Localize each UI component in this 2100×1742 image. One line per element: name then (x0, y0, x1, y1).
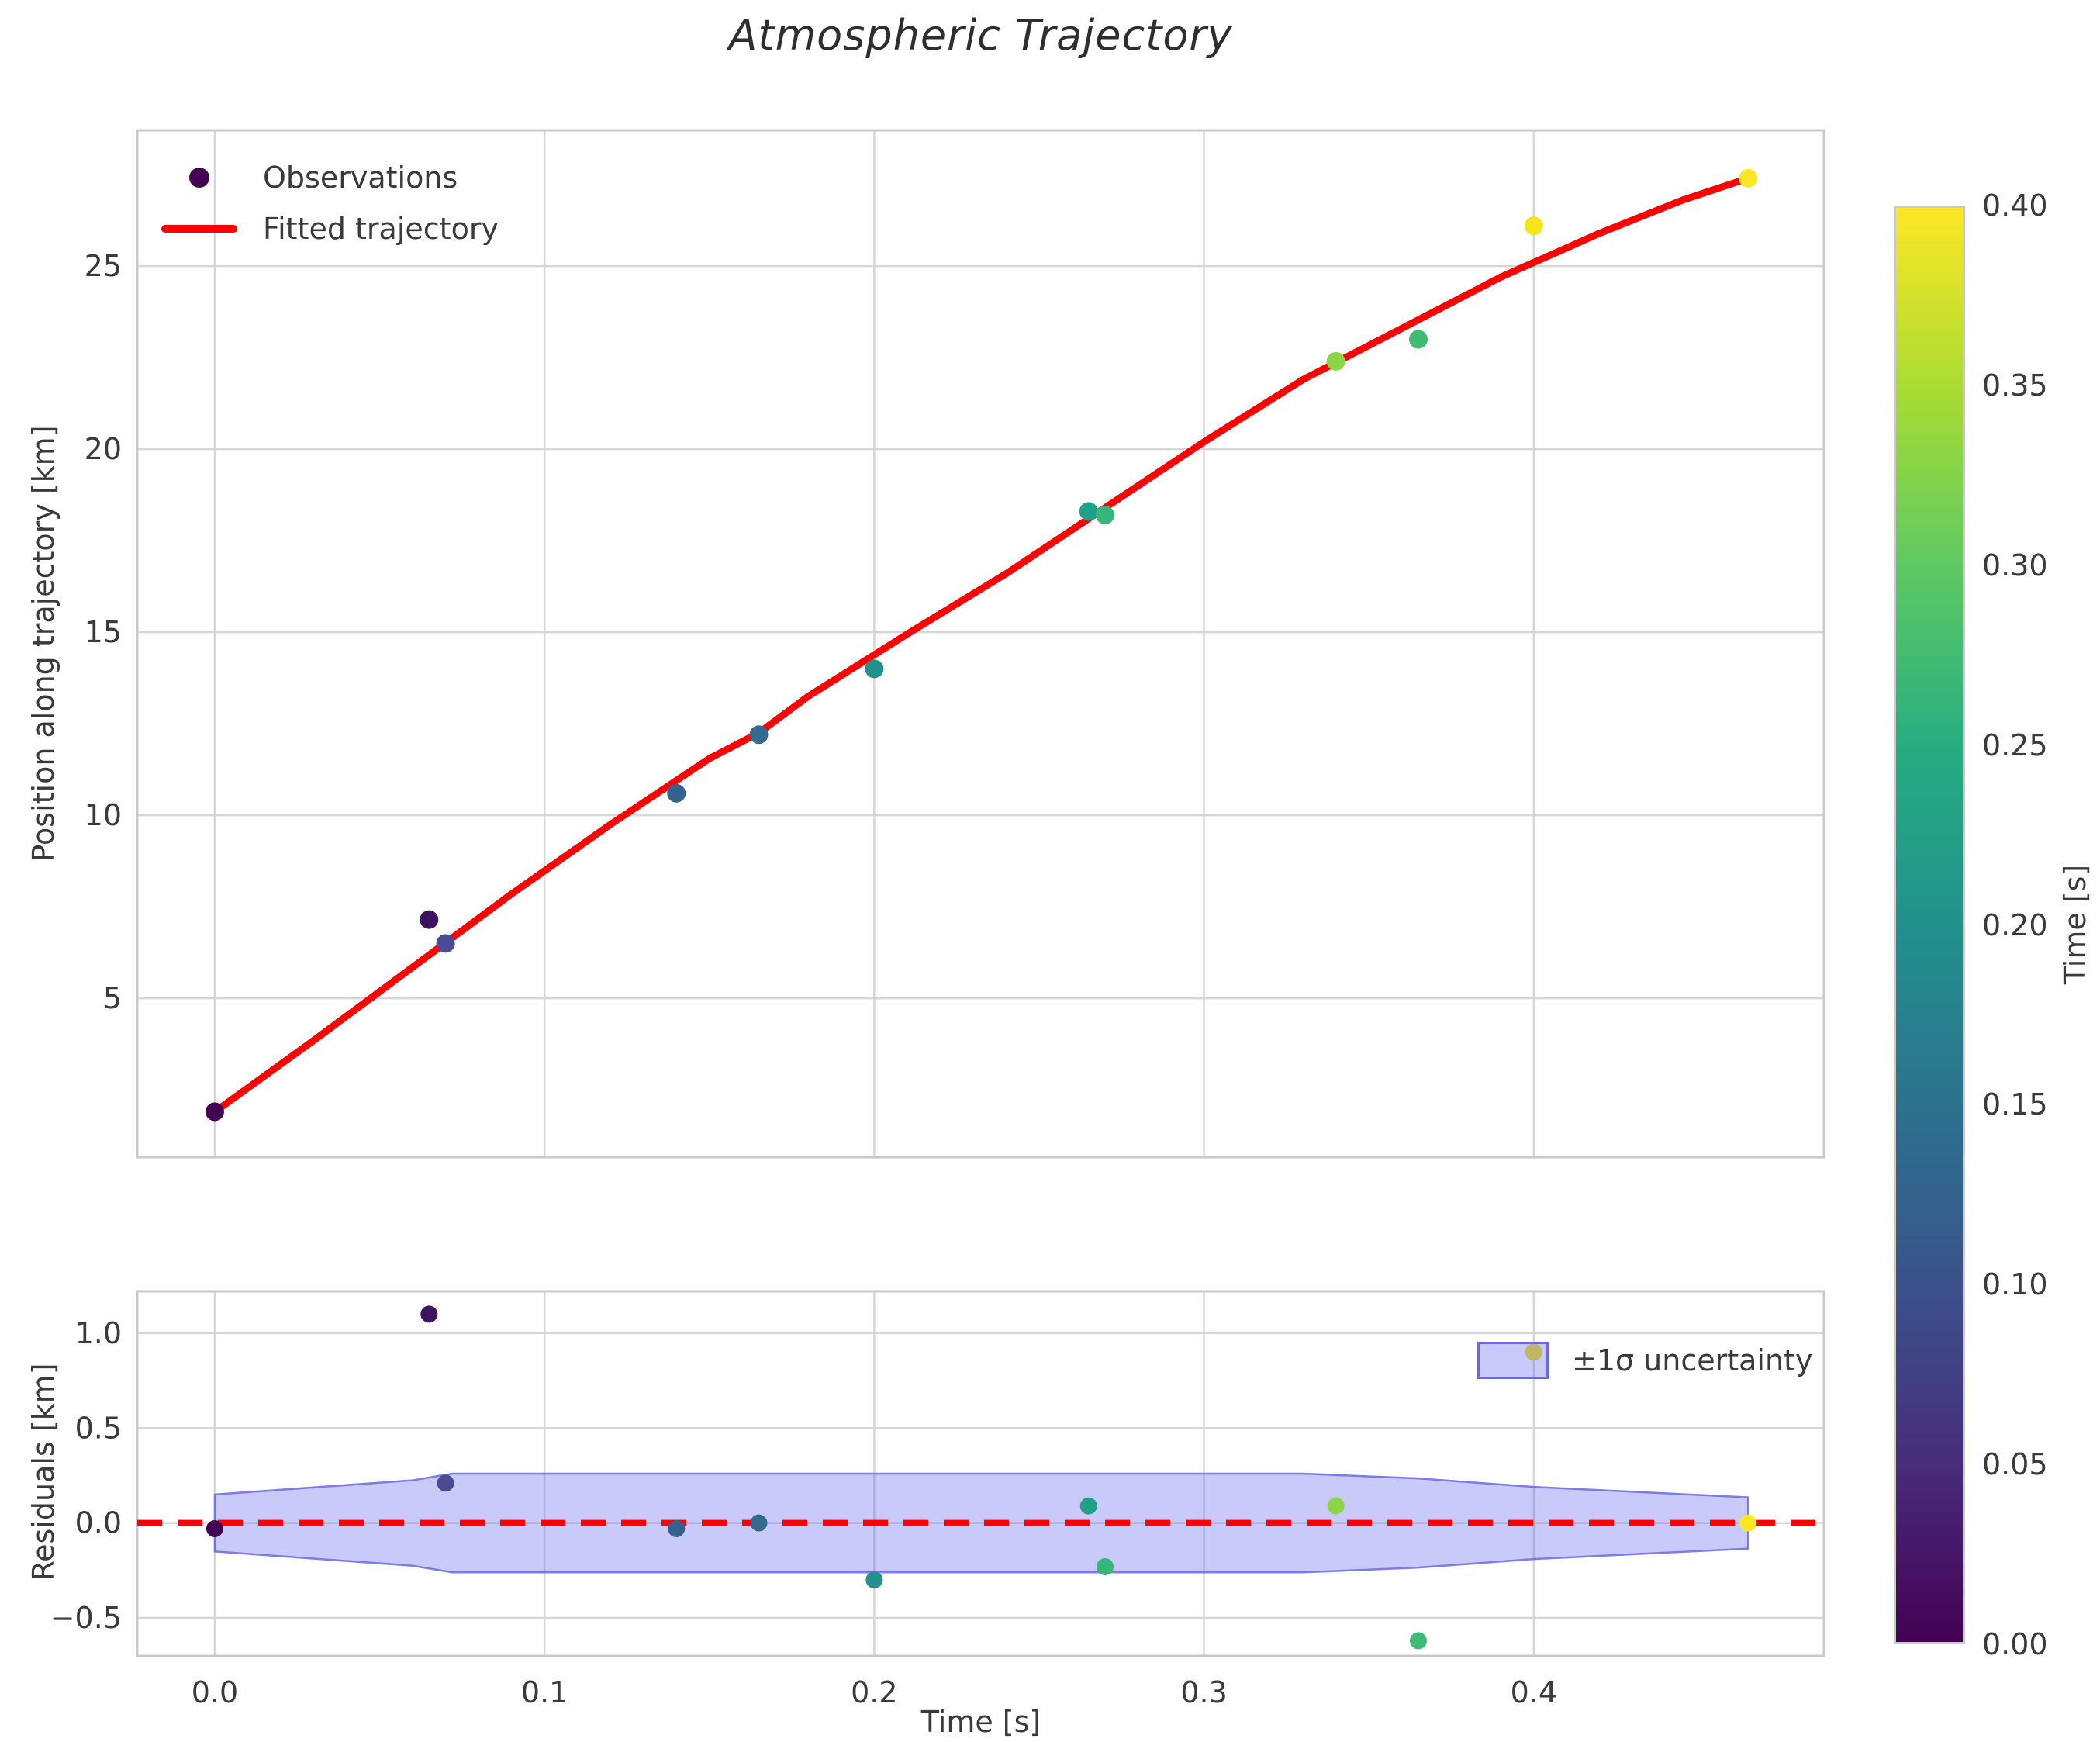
residual-point (1079, 1497, 1097, 1515)
observation-point (1739, 168, 1758, 188)
y-tick-label: 15 (85, 615, 122, 649)
residual-point (420, 1305, 438, 1323)
uncertainty-band-swatch-icon (1477, 1342, 1549, 1379)
y-tick-label: 10 (85, 798, 122, 832)
legend-item-fitted: Fitted trajectory (159, 203, 499, 254)
observation-point (1079, 502, 1098, 521)
colorbar-tick-label: 0.15 (1982, 1087, 2048, 1122)
legend-marker-cell (159, 168, 240, 188)
observation-point (205, 1102, 224, 1122)
colorbar-tick-label: 0.40 (1982, 188, 2048, 223)
fitted-line-icon (161, 225, 237, 233)
y-axis-label-residuals: Residuals [km] (26, 1363, 60, 1581)
observation-point (420, 910, 439, 929)
y-tick-label: 5 (103, 981, 122, 1015)
residual-point (1525, 1343, 1542, 1361)
fitted-trajectory-line (211, 175, 1752, 1115)
axes-spine (136, 1290, 1825, 1657)
colorbar-tick-label: 0.25 (1982, 728, 2048, 762)
residual-point (668, 1519, 686, 1537)
trajectory-legend: Observations Fitted trajectory (159, 152, 499, 254)
x-tick-label: 0.1 (521, 1675, 568, 1709)
colorbar-tick-label: 0.00 (1982, 1627, 2048, 1661)
residual-point (1327, 1497, 1345, 1515)
y-tick-label: −0.5 (50, 1601, 122, 1635)
colorbar-tick-label: 0.20 (1982, 907, 2048, 942)
y-tick-label: 25 (85, 249, 122, 283)
y-tick-label: 0.5 (75, 1411, 122, 1445)
observation-point (1408, 330, 1428, 349)
uncertainty-band (213, 1472, 1749, 1574)
y-tick-label: 1.0 (75, 1316, 122, 1350)
legend-label-fitted: Fitted trajectory (263, 212, 499, 246)
residual-point (437, 1474, 454, 1492)
residual-point (865, 1571, 883, 1589)
observation-point (667, 783, 686, 803)
residual-point (1739, 1514, 1757, 1532)
axes-spine (136, 129, 1825, 1159)
y-tick-label: 0.0 (75, 1506, 122, 1540)
colorbar-tick-label: 0.10 (1982, 1267, 2048, 1302)
colorbar (1894, 206, 1965, 1644)
colorbar-tick-label: 0.35 (1982, 368, 2048, 403)
x-tick-label: 0.3 (1180, 1675, 1227, 1709)
y-axis-label-position: Position along trajectory [km] (26, 425, 60, 862)
colorbar-tick-label: 0.30 (1982, 548, 2048, 582)
observation-point (1524, 216, 1543, 236)
x-axis-label-time: Time [s] (920, 1705, 1041, 1739)
x-tick-label: 0.4 (1511, 1675, 1557, 1709)
uncertainty-legend: ±1σ uncertainty (1477, 1342, 1812, 1379)
legend-label-observations: Observations (263, 161, 458, 195)
observation-point (865, 659, 884, 679)
x-tick-label: 0.0 (192, 1675, 238, 1709)
x-tick-label: 0.2 (851, 1675, 897, 1709)
residual-point (206, 1519, 223, 1537)
colorbar-tick-label: 0.05 (1982, 1447, 2048, 1482)
y-tick-label: 20 (85, 432, 122, 466)
residual-point (1409, 1632, 1427, 1650)
legend-marker-cell (159, 225, 240, 233)
chart-title: Atmospheric Trajectory (728, 11, 1233, 60)
observation-point (749, 725, 769, 745)
colorbar-label: Time [s] (2058, 864, 2092, 985)
observation-point (1096, 506, 1115, 525)
observation-point (1326, 351, 1345, 371)
residual-point (1097, 1557, 1114, 1575)
uncertainty-legend-label: ±1σ uncertainty (1572, 1343, 1813, 1377)
observations-marker-icon (189, 168, 209, 188)
residual-point (750, 1514, 768, 1532)
observation-point (436, 934, 455, 953)
legend-item-observations: Observations (159, 152, 499, 203)
